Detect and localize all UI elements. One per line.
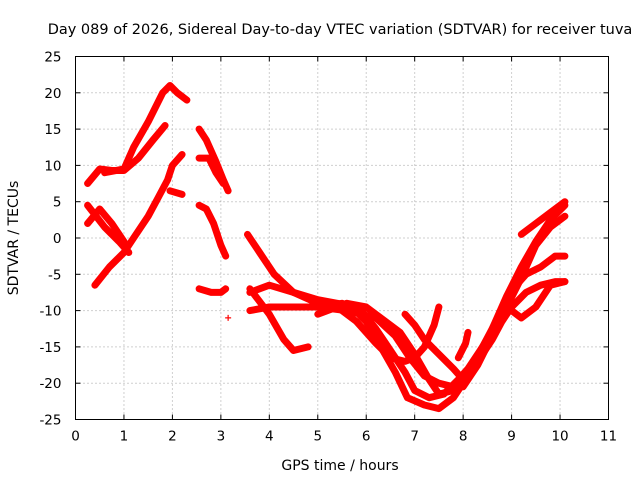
chart-title: Day 089 of 2026, Sidereal Day-to-day VTE… xyxy=(48,22,633,38)
series-h-trace xyxy=(195,154,227,187)
series-j-trace xyxy=(195,285,230,296)
x-tick-label: 4 xyxy=(265,429,274,445)
x-tick-label: 2 xyxy=(168,429,177,445)
y-tick-label: -25 xyxy=(39,413,61,429)
y-tick-label: -20 xyxy=(39,376,61,392)
y-tick-label: 5 xyxy=(53,195,62,211)
plot-frame xyxy=(75,56,609,420)
x-tick-label: 0 xyxy=(71,429,80,445)
series-f-trace xyxy=(166,187,186,198)
series-o-trace xyxy=(314,252,569,398)
x-tick-label: 6 xyxy=(362,429,371,445)
series-s-trace xyxy=(517,198,569,238)
series-r-trace xyxy=(454,328,472,362)
y-tick-label: 15 xyxy=(44,122,61,138)
series-n-trace xyxy=(246,285,312,354)
grid-lines xyxy=(75,56,609,420)
series-b-trace xyxy=(101,82,191,177)
y-tick-label: 25 xyxy=(44,50,61,66)
x-tick-label: 7 xyxy=(410,429,419,445)
x-tick-label: 10 xyxy=(551,429,568,445)
series-l-trace xyxy=(246,278,569,413)
y-axis-label: SDTVAR / TECUs xyxy=(6,181,22,296)
y-tick-label: 20 xyxy=(44,86,61,102)
y-tick-label: 10 xyxy=(44,158,61,174)
x-tick-label: 1 xyxy=(120,429,129,445)
x-axis-ticks: 0 1 2 3 4 5 6 7 8 9 10 11 xyxy=(71,56,617,445)
outlier-point xyxy=(225,314,232,321)
data-series xyxy=(84,82,569,413)
y-tick-label: -5 xyxy=(48,267,61,283)
series-p-trace xyxy=(314,212,569,391)
series-i-trace xyxy=(195,201,230,260)
x-tick-label: 5 xyxy=(313,429,322,445)
x-tick-label: 11 xyxy=(600,429,617,445)
series-d-trace xyxy=(84,205,128,246)
x-tick-label: 3 xyxy=(217,429,226,445)
series-a-trace xyxy=(84,122,169,187)
x-tick-label: 9 xyxy=(507,429,516,445)
series-k-trace xyxy=(244,230,443,365)
y-tick-label: -10 xyxy=(39,304,61,320)
x-tick-label: 8 xyxy=(459,429,468,445)
x-axis-label: GPS time / hours xyxy=(281,458,398,474)
y-tick-label: -15 xyxy=(39,340,61,356)
y-tick-label: 0 xyxy=(53,231,62,247)
series-q-trace xyxy=(401,201,569,384)
series-e-trace xyxy=(91,151,186,289)
